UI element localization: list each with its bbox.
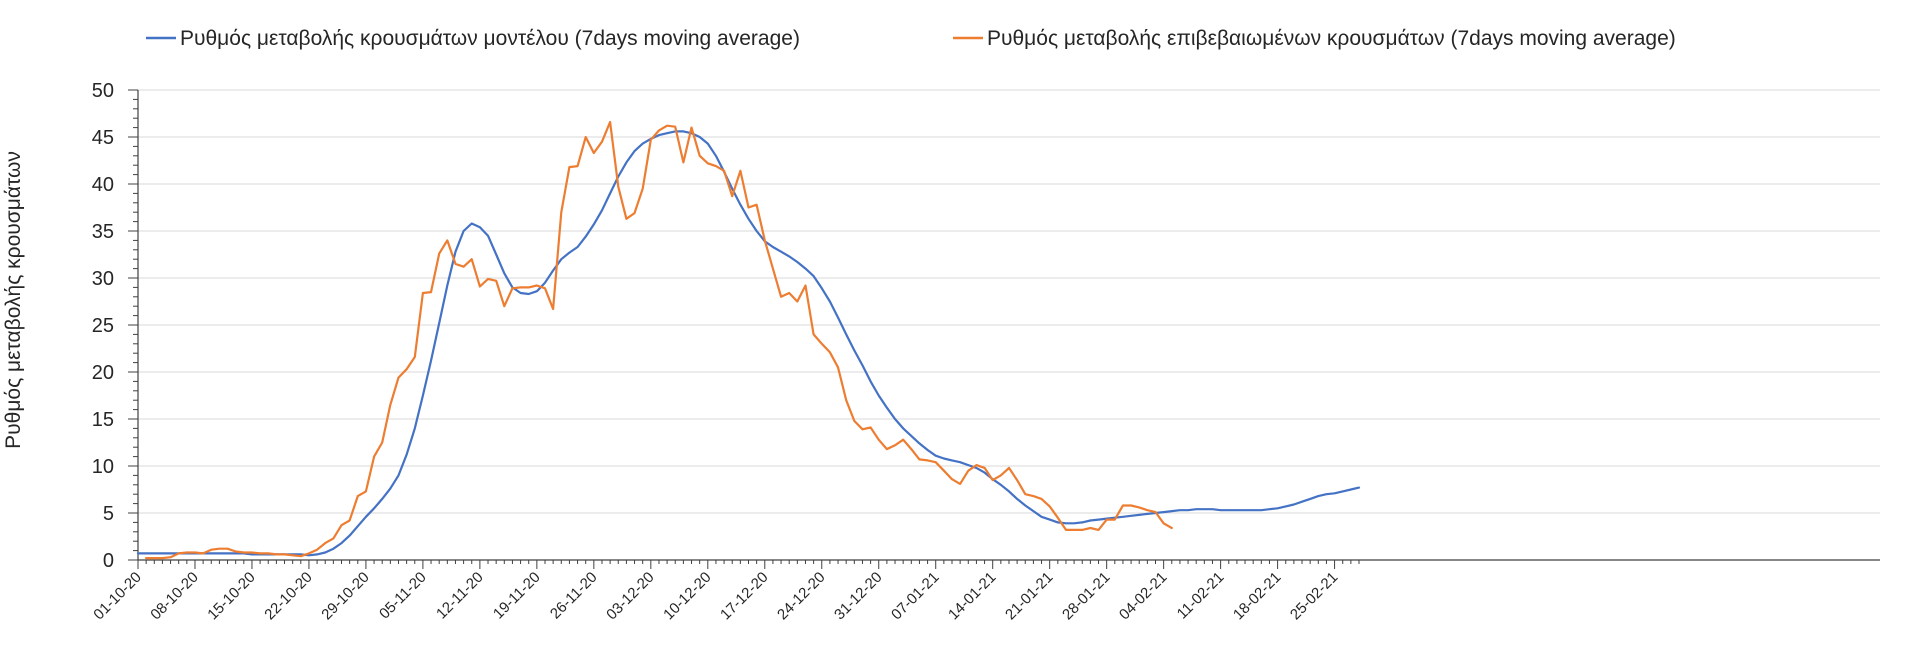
y-tick-label: 30 [92, 268, 114, 290]
y-tick-label: 35 [92, 221, 114, 243]
x-tick-label: 22-10-20 [261, 569, 315, 623]
x-tick-label: 07-01-21 [888, 569, 942, 623]
x-tick-label: 04-02-21 [1116, 569, 1170, 623]
y-tick-label: 50 [92, 80, 114, 102]
y-tick-label: 40 [92, 174, 114, 196]
x-tick-label: 24-12-20 [774, 569, 828, 623]
x-tick-label: 03-12-20 [603, 569, 657, 623]
x-tick-label: 10-12-20 [660, 569, 714, 623]
x-tick-label: 25-02-21 [1287, 569, 1341, 623]
legend-entry-model[interactable]: Ρυθμός μεταβολής κρουσμάτων μοντέλου (7d… [146, 27, 800, 50]
x-tick-label: 17-12-20 [717, 569, 771, 623]
x-tick-label: 29-10-20 [318, 569, 372, 623]
axes: 0 5 10 15 20 25 30 35 40 45 50 01-10-20 08-10-20 15-1… [90, 80, 1880, 623]
x-tick-label: 08-10-20 [147, 569, 201, 623]
x-tick-label: 14-01-21 [945, 569, 999, 623]
series-lines [136, 120, 1361, 560]
gridlines [138, 89, 1880, 514]
series-line-model [136, 130, 1361, 557]
y-tick-label: 10 [92, 456, 114, 478]
legend: Ρυθμός μεταβολής κρουσμάτων μοντέλου (7d… [146, 27, 1676, 50]
x-tick-label: 01-10-20 [90, 569, 144, 623]
x-tick-label: 11-02-21 [1174, 569, 1228, 623]
x-tick-label: 18-02-21 [1230, 569, 1284, 623]
x-tick-label: 12-11-20 [433, 569, 487, 623]
y-axis-title: Ρυθμός μεταβολής κρουσμάτων [2, 151, 25, 449]
x-tick-label: 21-01-21 [1002, 569, 1056, 623]
y-tick-label: 20 [92, 362, 114, 384]
x-tick-label: 31-12-20 [831, 569, 885, 623]
y-tick-label: 5 [103, 503, 114, 525]
legend-label-confirmed: Ρυθμός μεταβολής επιβεβαιωμένων κρουσμάτ… [987, 27, 1676, 50]
y-tick-label: 15 [92, 409, 114, 431]
y-tick-label: 45 [92, 127, 114, 149]
legend-entry-confirmed[interactable]: Ρυθμός μεταβολής επιβεβαιωμένων κρουσμάτ… [953, 27, 1676, 50]
series-line-confirmed [145, 120, 1173, 560]
x-tick-label: 28-01-21 [1059, 569, 1113, 623]
y-tick-label: 0 [103, 550, 114, 572]
x-tick-label: 05-11-20 [376, 569, 430, 623]
y-tick-label: 25 [92, 315, 114, 337]
legend-label-model: Ρυθμός μεταβολής κρουσμάτων μοντέλου (7d… [180, 27, 800, 50]
x-tick-label: 19-11-20 [490, 569, 544, 623]
x-tick-label: 26-11-20 [547, 569, 601, 623]
x-tick-label: 15-10-20 [204, 569, 258, 623]
